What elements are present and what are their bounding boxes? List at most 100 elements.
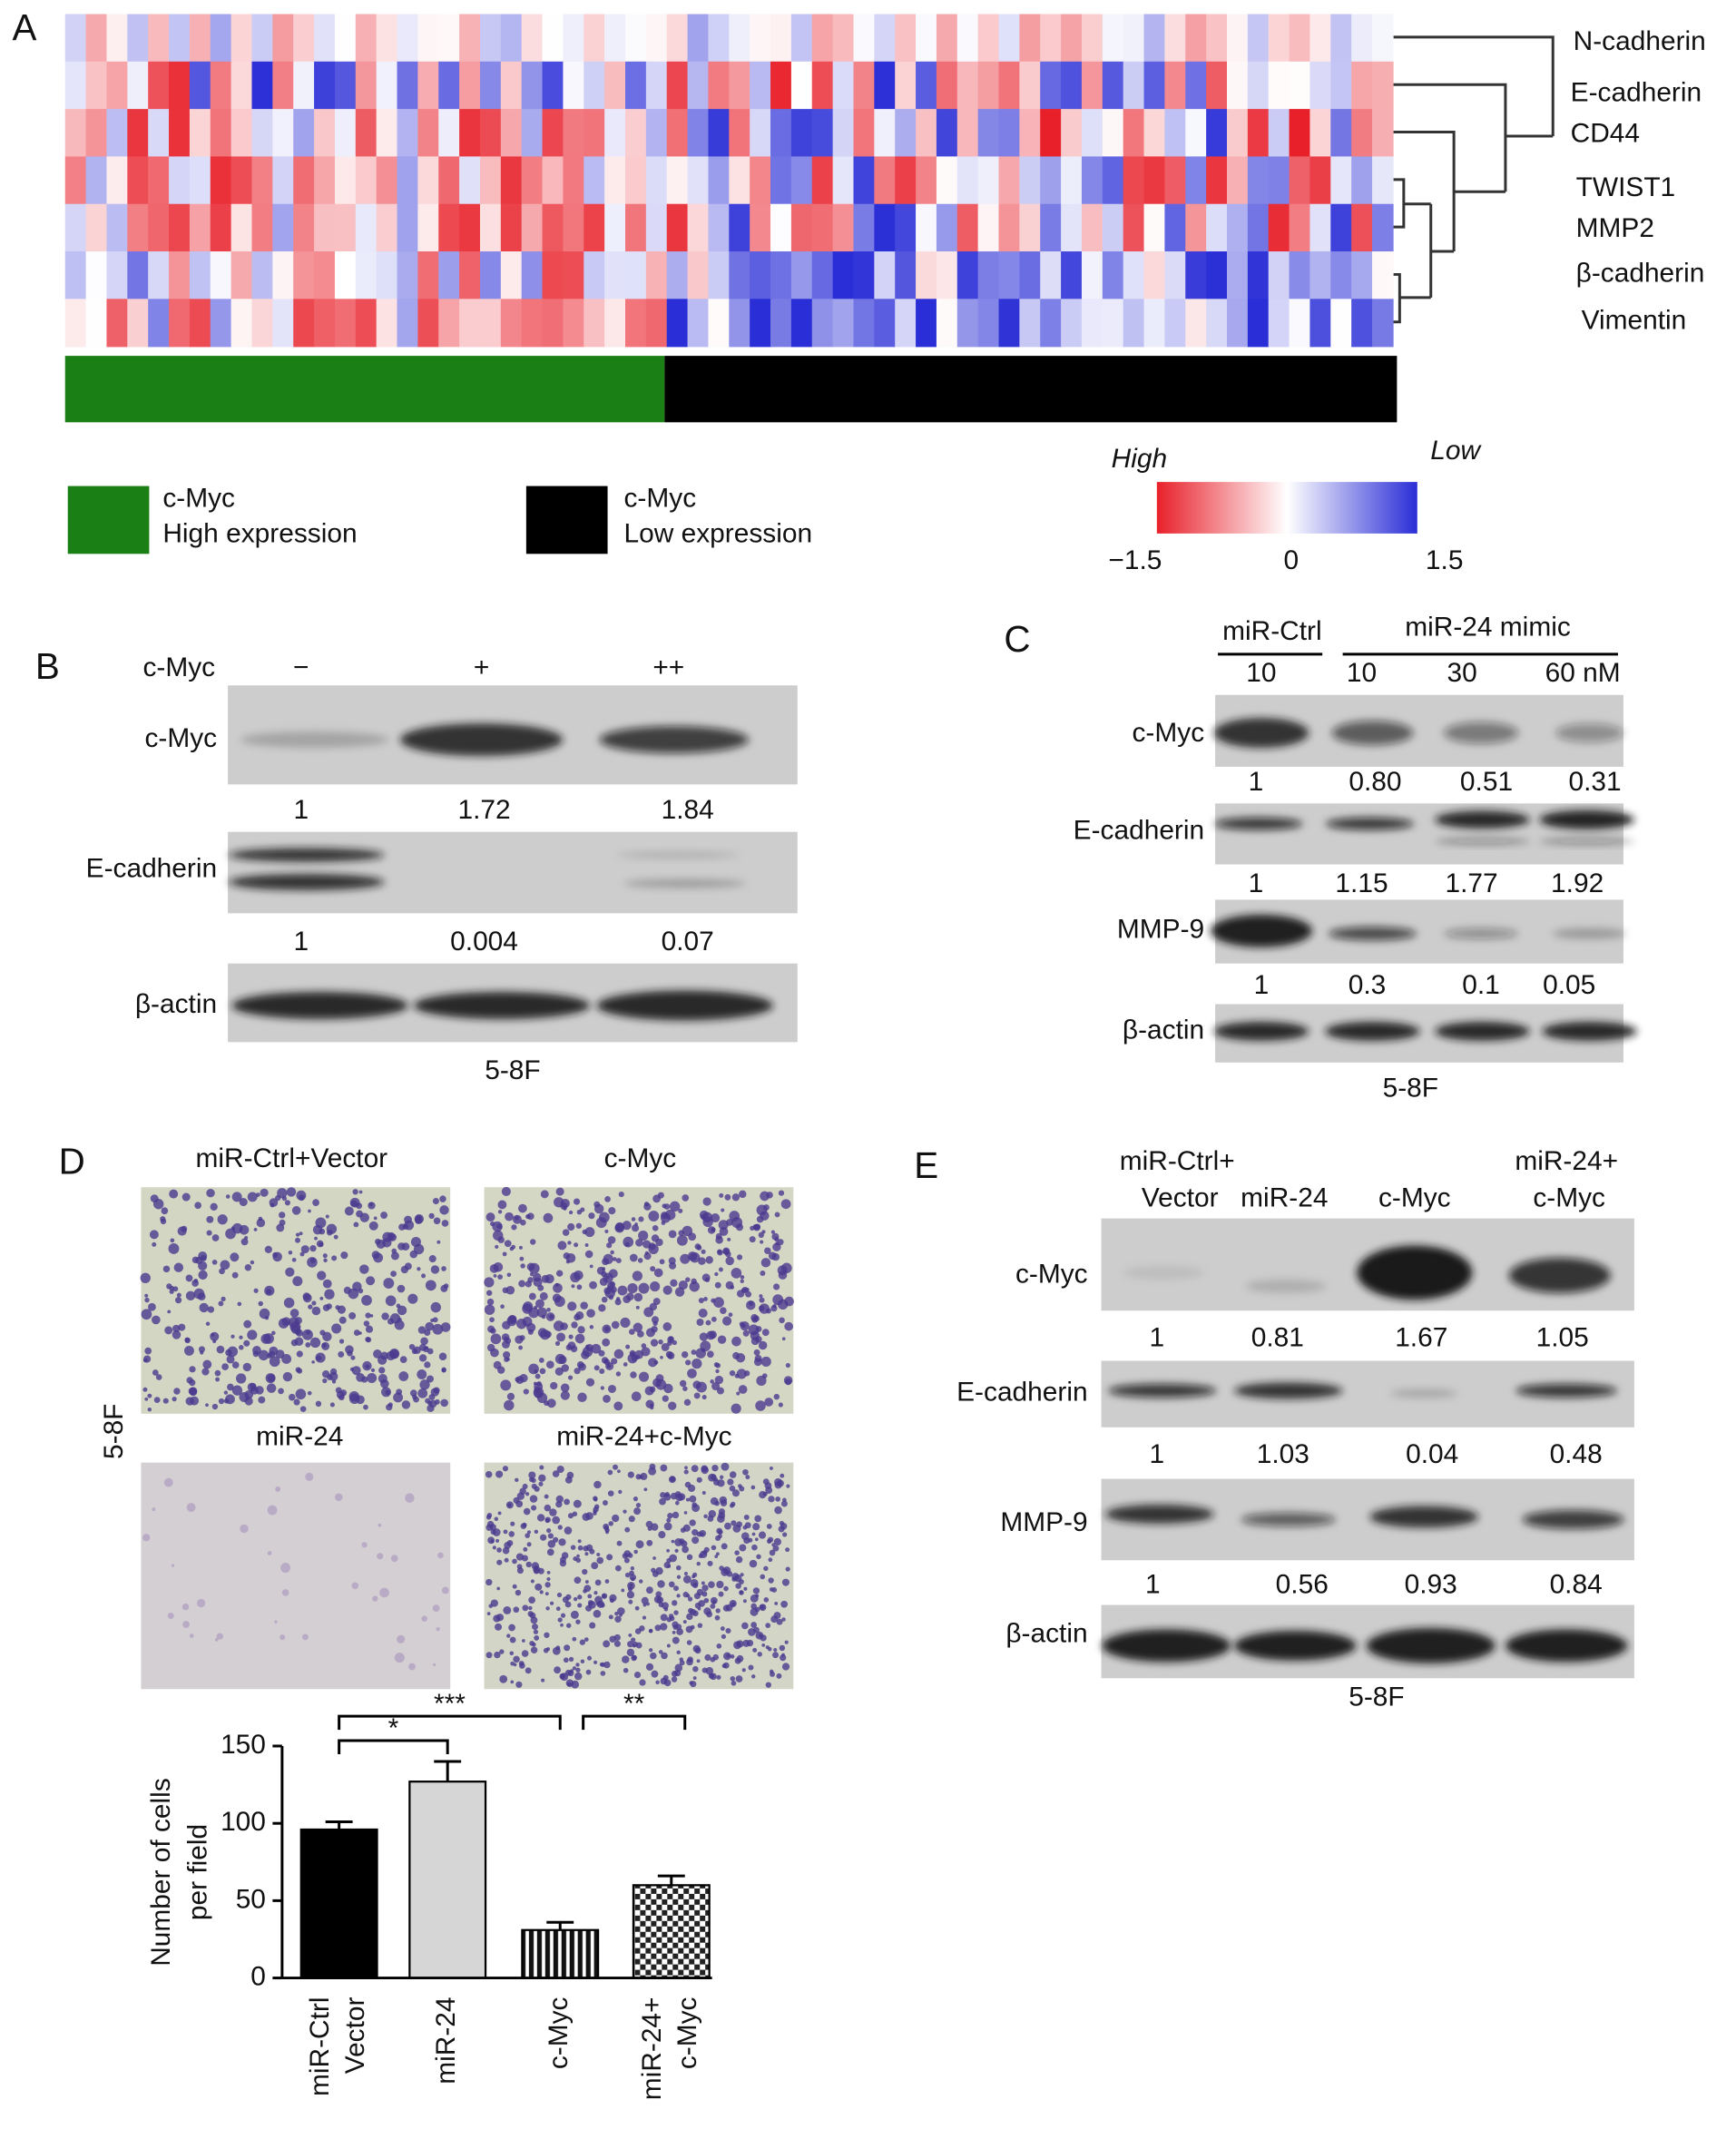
heatmap-cell — [1226, 203, 1249, 252]
heatmap-cell — [438, 203, 460, 252]
heatmap-cell — [916, 203, 937, 252]
stained-cell — [655, 1378, 667, 1390]
image-title: miR-24+c-Myc — [556, 1422, 731, 1452]
stained-cell — [253, 1228, 258, 1231]
stained-cell — [581, 1350, 590, 1359]
stained-cell — [584, 1227, 595, 1238]
stained-cell — [485, 1290, 493, 1296]
stained-cell — [163, 1477, 173, 1487]
heatmap-cell — [127, 109, 149, 158]
blot-band — [1325, 817, 1415, 830]
stained-cell — [605, 1275, 610, 1280]
stained-cell — [608, 1207, 616, 1215]
quantification: 1.84 — [662, 795, 714, 825]
stained-cell — [486, 1298, 495, 1306]
stained-cell — [554, 1367, 564, 1376]
stained-cell — [500, 1379, 512, 1391]
heatmap-cell — [417, 14, 439, 63]
stained-cell — [731, 1577, 737, 1582]
heatmap-cell — [625, 203, 647, 252]
blot-band — [1105, 1504, 1214, 1524]
stained-cell — [721, 1543, 728, 1550]
heatmap-cell — [1164, 251, 1187, 300]
stained-cell — [417, 1388, 428, 1398]
stained-cell — [259, 1308, 270, 1320]
stained-cell — [652, 1320, 658, 1326]
stained-cell — [646, 1539, 653, 1546]
heatmap-cell — [500, 156, 523, 205]
gene-label: CD44 — [1571, 118, 1640, 148]
quantification: 1 — [1145, 1570, 1161, 1600]
stained-cell — [638, 1282, 650, 1294]
stained-cell — [352, 1189, 358, 1195]
heatmap-cell — [106, 251, 129, 300]
quantification: 0.004 — [450, 927, 518, 957]
dose-label: 60 nM — [1545, 658, 1621, 688]
stained-cell — [317, 1271, 327, 1280]
stained-cell — [553, 1536, 559, 1543]
heatmap-cell — [64, 61, 87, 110]
heatmap-cell — [314, 203, 336, 252]
stained-cell — [174, 1297, 182, 1304]
stained-cell — [288, 1250, 293, 1255]
stained-cell — [291, 1257, 297, 1262]
heatmap-cell — [832, 109, 855, 158]
stained-cell — [534, 1388, 544, 1398]
stained-cell — [701, 1581, 705, 1585]
heatmap-cell — [314, 299, 336, 348]
stained-cell — [589, 1264, 593, 1269]
stained-cell — [752, 1647, 758, 1653]
stained-cell — [433, 1663, 436, 1666]
stained-cell — [487, 1536, 495, 1545]
stained-cell — [761, 1643, 766, 1647]
stained-cell — [613, 1401, 623, 1411]
heatmap-cell — [874, 61, 896, 110]
image-title: miR-Ctrl+Vector — [195, 1143, 387, 1173]
stained-cell — [784, 1640, 789, 1644]
row-label: c-Myc — [144, 723, 217, 753]
stained-cell — [311, 1300, 317, 1306]
heatmap-cell — [1289, 251, 1311, 300]
heatmap-cell — [584, 109, 605, 158]
stained-cell — [169, 1289, 174, 1294]
stained-cell — [620, 1317, 631, 1328]
heatmap-cell — [417, 156, 439, 205]
stained-cell — [756, 1215, 764, 1223]
stained-cell — [515, 1477, 519, 1483]
stained-cell — [720, 1307, 727, 1315]
stained-cell — [764, 1247, 771, 1254]
stained-cell — [584, 1243, 589, 1247]
stained-cell — [674, 1663, 683, 1673]
stained-cell — [687, 1607, 694, 1614]
heatmap-cell — [334, 109, 357, 158]
stained-cell — [613, 1640, 621, 1647]
stained-cell — [497, 1274, 503, 1280]
blot-band — [1234, 1382, 1343, 1399]
heatmap-cell — [1330, 156, 1352, 205]
stained-cell — [729, 1369, 736, 1377]
stained-cell — [718, 1220, 729, 1231]
heatmap-cell — [148, 299, 170, 348]
heatmap-cell — [210, 156, 232, 205]
stained-cell — [230, 1334, 235, 1339]
stained-cell — [634, 1222, 638, 1226]
legend-title: c-Myc — [162, 483, 235, 513]
stained-cell — [155, 1374, 162, 1380]
heatmap-cell — [977, 61, 1000, 110]
colorbar-tick: −1.5 — [1108, 545, 1162, 575]
heatmap-cell — [645, 156, 668, 205]
stained-cell — [691, 1349, 697, 1355]
heatmap-cell — [811, 61, 834, 110]
stained-cell — [698, 1308, 708, 1319]
heatmap-cell — [770, 156, 792, 205]
stained-cell — [311, 1306, 321, 1316]
heatmap-cell — [1226, 251, 1249, 300]
stained-cell — [668, 1401, 677, 1410]
stained-cell — [573, 1499, 582, 1508]
heatmap-cell — [1226, 61, 1249, 110]
heatmap-cell — [376, 299, 398, 348]
stained-cell — [365, 1312, 371, 1319]
stained-cell — [260, 1188, 269, 1197]
heatmap-cell — [770, 203, 792, 252]
stained-cell — [430, 1388, 439, 1397]
